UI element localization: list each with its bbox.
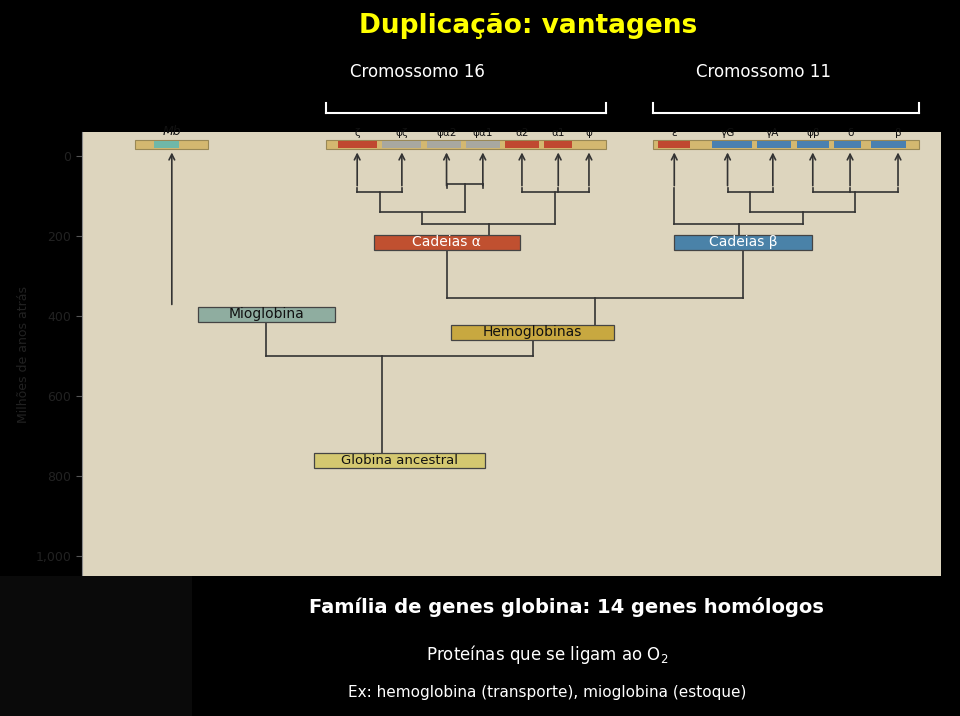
Bar [544, 141, 572, 148]
Text: α1: α1 [551, 127, 565, 137]
Bar [0, 576, 192, 716]
Text: Cadeias α: Cadeias α [413, 236, 481, 249]
Text: φ: φ [586, 127, 592, 137]
Text: Mb: Mb [162, 125, 181, 137]
Bar [467, 141, 499, 148]
Text: ε: ε [671, 127, 677, 137]
Bar [505, 141, 539, 148]
Text: δ: δ [847, 127, 853, 137]
Text: Cromossomo 11: Cromossomo 11 [696, 62, 830, 80]
FancyBboxPatch shape [198, 307, 335, 321]
Text: ψα2: ψα2 [436, 127, 457, 137]
Text: Ex: hemoglobina (transporte), mioglobina (estoque): Ex: hemoglobina (transporte), mioglobina… [348, 685, 746, 700]
Bar [326, 140, 606, 149]
Text: γA: γA [766, 127, 780, 137]
Bar [711, 141, 752, 148]
Text: Hemoglobinas: Hemoglobinas [483, 326, 583, 339]
Text: ψα1: ψα1 [472, 127, 493, 137]
FancyBboxPatch shape [675, 235, 812, 250]
Text: Globina ancestral: Globina ancestral [341, 454, 458, 467]
Bar [338, 141, 376, 148]
Text: Duplicação: vantagens: Duplicação: vantagens [359, 13, 697, 39]
Bar [154, 141, 180, 148]
Text: ζ: ζ [354, 127, 360, 137]
Bar [834, 141, 861, 148]
Text: Mioglobina: Mioglobina [228, 307, 304, 321]
Bar [135, 140, 208, 149]
Text: Cromossomo 16: Cromossomo 16 [350, 62, 485, 80]
Bar [427, 141, 461, 148]
FancyBboxPatch shape [373, 235, 519, 250]
Text: ψβ: ψβ [806, 127, 820, 137]
Y-axis label: Milhões de anos atrás: Milhões de anos atrás [16, 286, 30, 423]
Bar [382, 141, 421, 148]
Bar [653, 140, 920, 149]
FancyBboxPatch shape [314, 453, 486, 468]
Text: Cadeias β: Cadeias β [708, 236, 778, 249]
Bar [872, 141, 906, 148]
FancyBboxPatch shape [451, 325, 614, 339]
Text: β: β [895, 127, 901, 137]
Bar [797, 141, 828, 148]
Text: Família de genes globina: 14 genes homólogos: Família de genes globina: 14 genes homól… [309, 597, 824, 617]
Text: ψζ: ψζ [396, 127, 408, 137]
Text: Proteínas que se ligam ao O$_2$: Proteínas que se ligam ao O$_2$ [426, 644, 668, 667]
Text: γG: γG [720, 127, 734, 137]
Bar [756, 141, 791, 148]
Text: α2: α2 [516, 127, 529, 137]
Bar [659, 141, 690, 148]
